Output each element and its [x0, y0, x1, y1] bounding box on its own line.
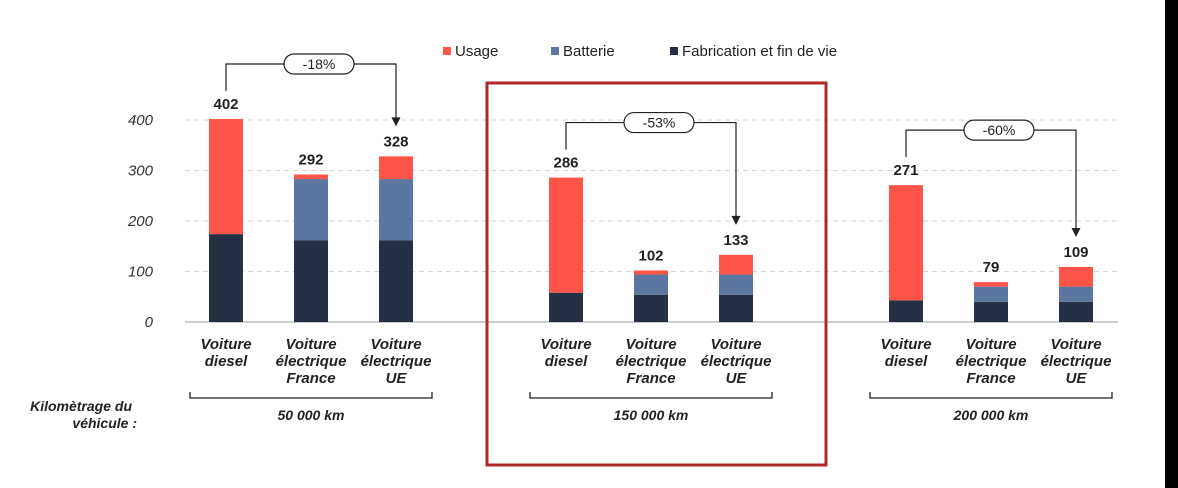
window-edge	[1165, 0, 1178, 488]
bar-segment-usage	[634, 270, 668, 275]
bar-segment-usage	[209, 118, 243, 235]
kilometrage-label-line1: Kilomètrage du	[30, 398, 132, 414]
legend-swatch-2	[670, 47, 678, 55]
category-label: électrique	[701, 353, 772, 370]
reduction-pill	[963, 119, 1035, 141]
y-tick-label: 300	[128, 163, 154, 180]
category-label: France	[626, 370, 675, 387]
group-label: 150 000 km	[614, 407, 689, 423]
reduction-label: -60%	[983, 122, 1016, 138]
bar-segment-fabrication	[889, 300, 923, 322]
bar-segment-fabrication	[209, 234, 243, 322]
group-label: 200 000 km	[953, 407, 1029, 423]
category-label: électrique	[956, 353, 1027, 370]
reduction-arrowhead	[391, 117, 401, 127]
bar-segment-batterie	[719, 274, 753, 295]
bar-segment-fabrication	[379, 240, 413, 322]
category-label: électrique	[361, 353, 432, 370]
category-label: Voiture	[200, 336, 251, 353]
kilometrage-label-line2: véhicule :	[72, 415, 137, 431]
category-label: Voiture	[540, 336, 591, 353]
bar-segment-batterie	[379, 179, 413, 241]
bar-segment-fabrication	[549, 292, 583, 322]
reduction-label: -53%	[643, 115, 676, 131]
legend-label-1: Batterie	[563, 43, 615, 60]
bar-total-label: 402	[213, 96, 238, 113]
category-label: électrique	[616, 353, 687, 370]
y-tick-label: 200	[127, 213, 154, 230]
category-label: UE	[1066, 370, 1088, 387]
category-label: France	[286, 370, 335, 387]
category-label: diesel	[205, 353, 248, 370]
reduction-pill	[283, 53, 355, 75]
category-label: UE	[726, 370, 748, 387]
reduction-arrowhead	[1071, 227, 1081, 237]
bar-total-label: 271	[893, 162, 918, 179]
category-label: Voiture	[370, 336, 421, 353]
group-bracket	[869, 392, 1113, 399]
bar-total-label: 286	[553, 155, 578, 172]
category-label: France	[966, 370, 1015, 387]
bar-segment-fabrication	[1059, 301, 1093, 322]
bar-segment-usage	[379, 156, 413, 180]
bar-segment-usage	[719, 254, 753, 275]
bar-total-label: 133	[723, 232, 748, 249]
category-label: Voiture	[710, 336, 761, 353]
bar-segment-usage	[1059, 266, 1093, 287]
category-label: diesel	[545, 353, 588, 370]
bar-segment-batterie	[974, 286, 1008, 302]
reduction-arrow-line	[905, 129, 1077, 229]
reduction-arrow-line	[565, 121, 737, 217]
highlight-frame	[485, 81, 828, 467]
y-tick-label: 400	[128, 112, 154, 129]
bar-total-label: 102	[638, 247, 663, 264]
legend-swatch-0	[443, 47, 451, 55]
bar-segment-usage	[889, 185, 923, 301]
category-label: Voiture	[625, 336, 676, 353]
y-tick-label: 0	[145, 314, 154, 331]
category-label: Voiture	[1050, 336, 1101, 353]
category-label: Voiture	[965, 336, 1016, 353]
bar-segment-usage	[974, 282, 1008, 287]
legend-swatch-1	[551, 47, 559, 55]
reduction-arrowhead	[731, 215, 741, 225]
group-label: 50 000 km	[278, 407, 345, 423]
category-label: Voiture	[880, 336, 931, 353]
legend-label-0: Usage	[455, 43, 498, 60]
category-label: Voiture	[285, 336, 336, 353]
group-bracket	[189, 392, 433, 399]
legend-label-2: Fabrication et fin de vie	[682, 43, 837, 60]
bar-segment-batterie	[1059, 286, 1093, 302]
bar-total-label: 79	[983, 259, 1000, 276]
bar-segment-fabrication	[974, 301, 1008, 322]
bar-segment-fabrication	[634, 294, 668, 322]
y-tick-label: 100	[128, 264, 154, 281]
bar-segment-fabrication	[719, 294, 753, 322]
bar-segment-batterie	[634, 274, 668, 295]
category-label: UE	[386, 370, 408, 387]
bar-total-label: 292	[298, 152, 323, 169]
reduction-pill	[623, 111, 695, 134]
bar-segment-usage	[294, 174, 328, 180]
group-bracket	[529, 392, 773, 399]
bar-total-label: 109	[1063, 244, 1088, 261]
category-label: diesel	[885, 353, 928, 370]
bar-total-label: 328	[383, 133, 408, 150]
bar-segment-fabrication	[294, 240, 328, 322]
bar-segment-batterie	[294, 179, 328, 241]
reduction-label: -18%	[303, 56, 336, 72]
bar-segment-usage	[549, 177, 583, 293]
category-label: électrique	[276, 353, 347, 370]
category-label: électrique	[1041, 353, 1112, 370]
